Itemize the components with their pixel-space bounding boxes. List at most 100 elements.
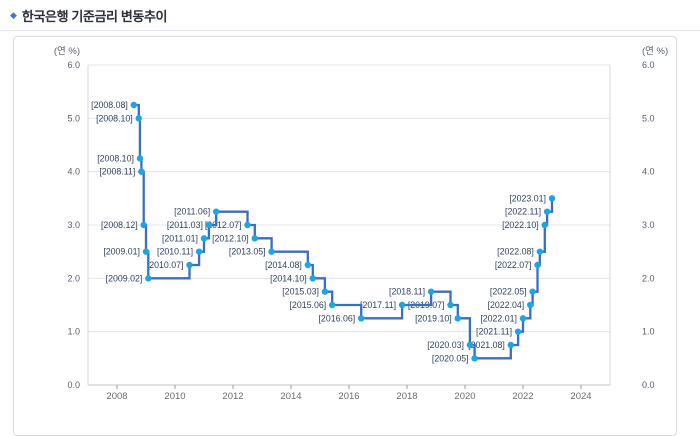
data-point-label: [2009.02] (106, 273, 143, 283)
data-point-label: [2021.08] (468, 340, 505, 350)
data-point-label: [2008.08] (91, 100, 128, 110)
data-point-marker (536, 248, 544, 255)
y-axis-unit-left: (연 %) (54, 46, 80, 57)
page-title: 한국은행 기준금리 변동추이 (21, 9, 168, 24)
y-tick-label-right: 1.0 (642, 327, 655, 337)
data-point-marker (251, 235, 258, 242)
data-point-label: [2020.03] (427, 340, 464, 350)
data-point-label: [2014.08] (265, 260, 302, 270)
data-point-marker (145, 275, 152, 282)
x-tick-label: 2010 (164, 391, 185, 402)
data-point-marker (447, 301, 454, 309)
y-axis-unit-right: (연 %) (642, 46, 668, 57)
data-point-marker (514, 328, 522, 335)
data-point-label: [2019.10] (415, 313, 452, 323)
data-point-label: [2009.01] (103, 247, 140, 257)
data-point-marker (195, 248, 203, 255)
x-tick-label: 2022 (512, 391, 533, 402)
chart-panel: 2008 2010 2012 2014 2016 2018 2020 2022 2024 0.0 1… (13, 36, 677, 436)
data-point-label: [2015.06] (289, 300, 326, 310)
data-point-marker (321, 288, 329, 295)
x-tick-label: 2008 (106, 391, 127, 402)
data-point-label: [2022.08] (497, 247, 534, 257)
data-point-label: [2012.07] (205, 220, 242, 230)
data-point-marker (130, 101, 138, 109)
data-point-marker (548, 195, 556, 202)
x-tick-label: 2018 (396, 391, 417, 402)
data-point-marker (529, 288, 536, 295)
data-point-marker (357, 315, 365, 322)
data-point-label: [2018.11] (389, 287, 425, 297)
data-point-marker (309, 275, 316, 282)
y-axis-labels-left: 0.0 1.0 2.0 3.0 4.0 5.0 6.0 (연 %) (54, 46, 80, 390)
data-point-marker (527, 301, 534, 309)
data-point-label: [2010.07] (147, 260, 184, 270)
data-point-label: [2020.05] (432, 353, 469, 363)
x-tick-label: 2012 (222, 391, 243, 402)
data-point-label: [2011.01] (162, 233, 198, 243)
data-point-marker (135, 115, 142, 122)
data-point-label: [2014.10] (270, 273, 307, 283)
y-axis-labels-right: 0.0 1.0 2.0 3.0 4.0 5.0 6.0 (연 %) (642, 46, 668, 390)
y-tick-label-right: 2.0 (642, 273, 655, 283)
data-point-label: [2013.05] (229, 247, 266, 257)
data-point-label: [2023.01] (509, 193, 546, 203)
data-point-marker (142, 248, 150, 255)
data-point-marker (205, 221, 213, 229)
data-point-marker (471, 355, 478, 362)
y-tick-label-left: 6.0 (67, 60, 80, 70)
data-point-label: [2015.03] (282, 287, 319, 297)
data-point-label: [2022.01] (480, 313, 517, 323)
data-point-marker (398, 301, 406, 309)
x-tick-label: 2020 (454, 391, 475, 402)
data-point-marker (454, 315, 461, 322)
data-point-marker (244, 221, 251, 229)
y-tick-label-right: 6.0 (642, 60, 655, 70)
data-point-marker (268, 248, 275, 255)
x-tick-label: 2024 (570, 391, 591, 402)
data-point-marker (543, 208, 551, 215)
y-tick-label-left: 2.0 (67, 273, 80, 283)
data-point-marker (519, 315, 527, 322)
y-tick-label-right: 5.0 (642, 113, 655, 123)
data-point-label: [2008.10] (97, 153, 134, 163)
data-point-marker (541, 221, 548, 229)
data-point-marker (304, 261, 312, 269)
data-point-label: [2022.10] (502, 220, 539, 230)
data-point-label: [2011.06] (174, 207, 210, 217)
x-tick-label: 2016 (338, 391, 359, 402)
y-tick-label-left: 5.0 (67, 113, 80, 123)
y-tick-label-right: 0.0 (642, 380, 655, 390)
data-point-label: [2010.11] (157, 247, 193, 257)
data-point-marker (138, 168, 145, 175)
data-point-marker (466, 341, 474, 349)
y-tick-label-left: 0.0 (67, 380, 80, 390)
data-point-markers (130, 101, 556, 362)
y-tick-label-right: 3.0 (642, 220, 655, 230)
data-point-marker (186, 261, 193, 269)
data-point-label: [2022.05] (490, 287, 527, 297)
data-point-marker (427, 288, 435, 295)
section-header: ◆ 한국은행 기준금리 변동추이 (0, 0, 700, 25)
data-point-label: [2017.11] (360, 300, 396, 310)
diamond-bullet-icon: ◆ (10, 10, 17, 20)
data-point-label: [2008.10] (96, 113, 133, 123)
data-point-label: [2012.10] (212, 233, 249, 243)
data-point-marker (212, 208, 220, 215)
data-point-marker (136, 155, 144, 162)
data-point-label: [2022.04] (488, 300, 525, 310)
y-tick-label-left: 3.0 (67, 220, 80, 230)
x-tick-label: 2014 (280, 391, 301, 402)
data-point-marker (140, 221, 147, 229)
data-point-label: [2008.12] (101, 220, 138, 230)
data-point-label: [2011.03] (167, 220, 203, 230)
data-point-label: [2008.11] (99, 167, 135, 177)
x-axis: 2008 2010 2012 2014 2016 2018 2020 2022 2024 (106, 385, 592, 402)
data-point-label: [2022.11] (505, 207, 541, 217)
header-divider (0, 30, 700, 31)
data-point-label: [2021.11] (476, 327, 512, 337)
data-point-label: [2016.06] (318, 313, 355, 323)
data-point-marker (328, 301, 336, 309)
data-point-marker (534, 261, 541, 269)
y-tick-label-left: 1.0 (67, 327, 80, 337)
